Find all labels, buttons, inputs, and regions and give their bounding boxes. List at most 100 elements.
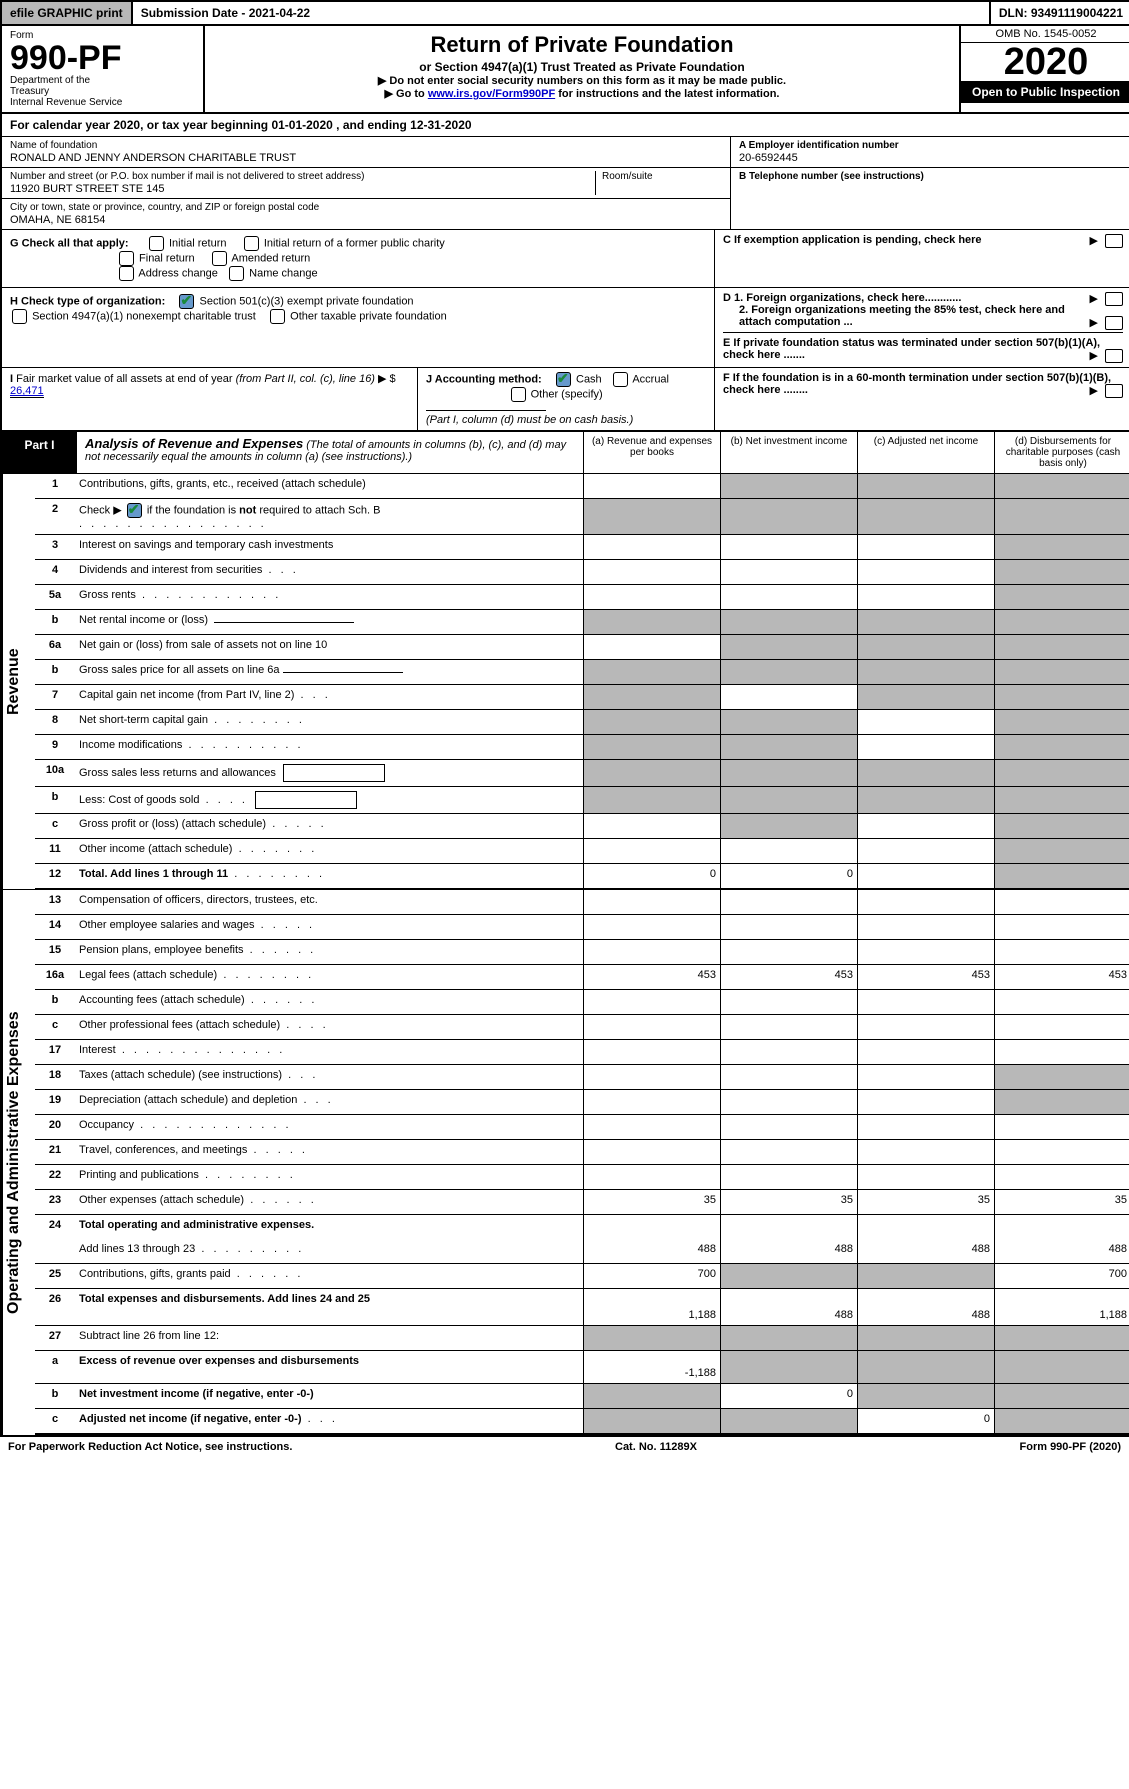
ln20-c: [857, 1115, 994, 1139]
chk-address[interactable]: [119, 266, 134, 281]
i-label: I: [10, 373, 13, 385]
chk-accrual[interactable]: [613, 372, 628, 387]
line-16a: 16a Legal fees (attach schedule) . . . .…: [35, 965, 1129, 990]
chk-c[interactable]: [1105, 234, 1123, 248]
ln6b-c: [857, 660, 994, 684]
ln27a-c: [857, 1351, 994, 1383]
line-8: 8 Net short-term capital gain . . . . . …: [35, 710, 1129, 735]
line-27a: a Excess of revenue over expenses and di…: [35, 1351, 1129, 1384]
expenses-label: Operating and Administrative Expenses: [2, 890, 35, 1435]
ln24b-b: 488: [720, 1239, 857, 1263]
part1-title: Analysis of Revenue and Expenses: [85, 436, 303, 451]
chk-f[interactable]: [1105, 384, 1123, 398]
ln25-b: [720, 1264, 857, 1288]
chk-501c3[interactable]: [179, 294, 194, 309]
ln10a-box: [283, 764, 385, 782]
chk-d1[interactable]: [1105, 292, 1123, 306]
ln16b-d: [994, 990, 1129, 1014]
ln9-a: [583, 735, 720, 759]
chk-d2[interactable]: [1105, 316, 1123, 330]
ln24-b: [720, 1215, 857, 1239]
ln21-d: [994, 1140, 1129, 1164]
ln3-num: 3: [35, 535, 75, 559]
ln5b-desc: Net rental income or (loss): [75, 610, 583, 634]
line-27: 27 Subtract line 26 from line 12:: [35, 1326, 1129, 1351]
dots: . . . . . .: [250, 1194, 317, 1206]
ln10c-a: [583, 814, 720, 838]
ln2-b: [720, 499, 857, 534]
line-22: 22 Printing and publications . . . . . .…: [35, 1165, 1129, 1190]
ln25-c: [857, 1264, 994, 1288]
line-11: 11 Other income (attach schedule) . . . …: [35, 839, 1129, 864]
ln26-num: 26: [35, 1289, 75, 1325]
ln1-a: [583, 474, 720, 498]
chk-name[interactable]: [229, 266, 244, 281]
chk-schb[interactable]: [127, 503, 142, 518]
dots: . . . . . . . . . .: [188, 739, 303, 751]
chk-e[interactable]: [1105, 349, 1123, 363]
ln16a-c: 453: [857, 965, 994, 989]
ln4-text: Dividends and interest from securities: [79, 564, 262, 576]
d1-label: D 1. Foreign organizations, check here..…: [723, 292, 961, 304]
ln4-d: [994, 560, 1129, 584]
page-footer: For Paperwork Reduction Act Notice, see …: [0, 1437, 1129, 1457]
chk-cash[interactable]: [556, 372, 571, 387]
ln16b-a: [583, 990, 720, 1014]
ln8-num: 8: [35, 710, 75, 734]
line-25: 25 Contributions, gifts, grants paid . .…: [35, 1264, 1129, 1289]
ln10c-d: [994, 814, 1129, 838]
dots: . . . . . . . .: [205, 1169, 296, 1181]
ln21-desc: Travel, conferences, and meetings . . . …: [75, 1140, 583, 1164]
ln3-b: [720, 535, 857, 559]
ln24b-a: 488: [583, 1239, 720, 1263]
ln9-c: [857, 735, 994, 759]
ln24b-num: [35, 1239, 75, 1263]
ln16c-b: [720, 1015, 857, 1039]
dln: DLN: 93491119004221: [991, 2, 1129, 24]
ln24-c: [857, 1215, 994, 1239]
ln22-d: [994, 1165, 1129, 1189]
instr-goto: ▶ Go to www.irs.gov/Form990PF for instru…: [209, 87, 955, 100]
ln15-b: [720, 940, 857, 964]
opt-amended: Amended return: [231, 252, 310, 264]
part1-title-cell: Analysis of Revenue and Expenses (The to…: [77, 432, 584, 473]
chk-other-tax[interactable]: [270, 309, 285, 324]
chk-initial-former[interactable]: [244, 236, 259, 251]
ln5b-b: [720, 610, 857, 634]
chk-final[interactable]: [119, 251, 134, 266]
dots: . . .: [303, 1094, 333, 1106]
dots: . . . . . . . . . . . .: [142, 589, 281, 601]
chk-amended[interactable]: [212, 251, 227, 266]
opt-final: Final return: [139, 252, 195, 264]
revenue-label: Revenue: [2, 474, 35, 889]
ln16b-text: Accounting fees (attach schedule): [79, 994, 245, 1006]
ln13-num: 13: [35, 890, 75, 914]
ln4-a: [583, 560, 720, 584]
ln27c-b: [720, 1409, 857, 1433]
irs-link[interactable]: www.irs.gov/Form990PF: [428, 88, 555, 100]
dept-treasury: Department of theTreasuryInternal Revenu…: [10, 75, 122, 108]
ln19-c: [857, 1090, 994, 1114]
chk-initial[interactable]: [149, 236, 164, 251]
col-c-head: (c) Adjusted net income: [858, 432, 995, 473]
i-value[interactable]: 26,471: [10, 385, 44, 398]
chk-4947[interactable]: [12, 309, 27, 324]
dots: . . . . . .: [251, 994, 318, 1006]
j-section: J Accounting method: Cash Accrual Other …: [418, 368, 715, 430]
ln27b-num: b: [35, 1384, 75, 1408]
ln23-desc: Other expenses (attach schedule) . . . .…: [75, 1190, 583, 1214]
chk-other-method[interactable]: [511, 387, 526, 402]
ln10a-a: [583, 760, 720, 786]
ln18-b: [720, 1065, 857, 1089]
ln13-b: [720, 890, 857, 914]
ln21-num: 21: [35, 1140, 75, 1164]
ln27b-text: Net investment income (if negative, ente…: [79, 1388, 314, 1400]
ln13-a: [583, 890, 720, 914]
ln18-num: 18: [35, 1065, 75, 1089]
ein-value: 20-6592445: [739, 151, 1123, 164]
line-5a: 5a Gross rents . . . . . . . . . . . .: [35, 585, 1129, 610]
part1-label: Part I: [2, 432, 77, 473]
line-16c: c Other professional fees (attach schedu…: [35, 1015, 1129, 1040]
ln16b-num: b: [35, 990, 75, 1014]
ln14-text: Other employee salaries and wages: [79, 919, 254, 931]
